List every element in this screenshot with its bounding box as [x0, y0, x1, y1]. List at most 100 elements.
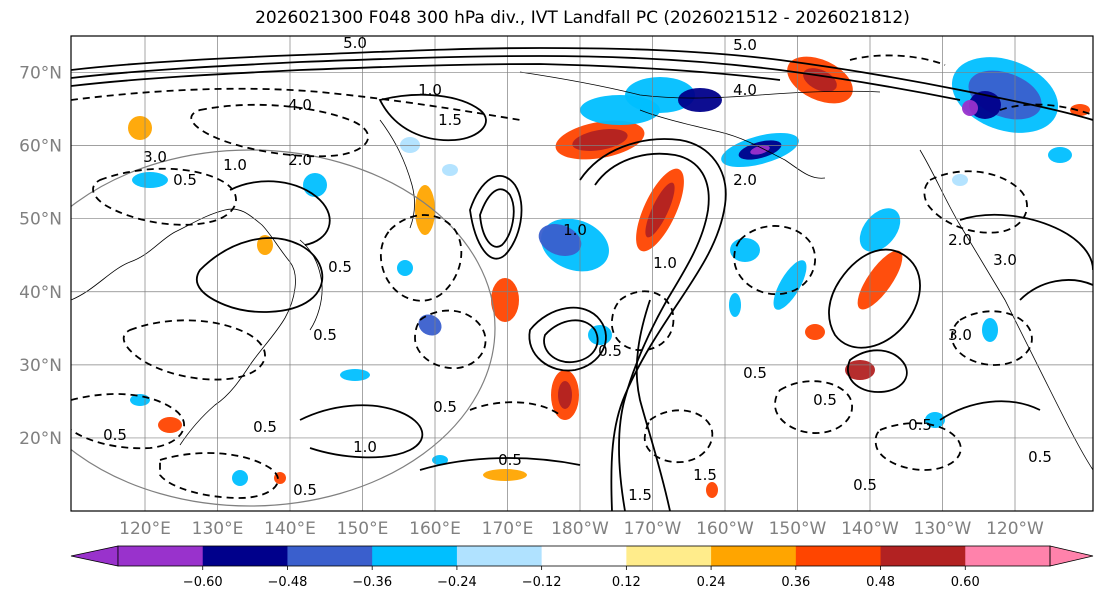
lat-tick-label: 40°N	[19, 283, 62, 303]
map-title: 2026021300 F048 300 hPa div., IVT Landfa…	[255, 8, 910, 28]
contour-east-2	[847, 349, 908, 393]
contour-top-center	[378, 93, 487, 142]
colorbar-segment	[202, 546, 288, 566]
lon-tick-label: 150°E	[337, 519, 389, 539]
contour-neg-top-right	[849, 54, 946, 66]
lon-tick-label: 170°E	[482, 519, 534, 539]
divergence-patch	[1048, 147, 1072, 163]
coastline-arctic	[519, 71, 881, 99]
contour-neg-north-1	[71, 87, 521, 121]
longitude-labels: 120°E 130°E 140°E 150°E 160°E 170°E 180°W 170°W…	[119, 519, 1044, 539]
contour-neg-south-center	[469, 401, 561, 416]
contour-neg-east-4	[951, 310, 1033, 366]
contour-value-label: 1.5	[438, 111, 462, 129]
lon-tick-label: 180°W	[551, 519, 609, 539]
divergence-patch	[706, 482, 718, 498]
lon-tick-label: 170°W	[624, 519, 682, 539]
colorbar-segment	[626, 546, 712, 566]
divergence-patch	[491, 278, 519, 322]
divergence-patch	[730, 238, 760, 262]
contour-jet-north-3	[71, 63, 781, 87]
contour-value-label: 0.5	[433, 398, 457, 416]
contour-neg-center-2	[414, 309, 487, 369]
map-background	[71, 36, 1093, 511]
divergence-patch	[128, 116, 152, 140]
divergence-patch	[678, 88, 722, 112]
divergence-patch	[397, 260, 413, 276]
divergence-patch	[232, 470, 248, 486]
colorbar-tick-label: −0.12	[522, 575, 562, 590]
contour-ridge-main	[579, 138, 727, 511]
coastline-north-america	[919, 149, 1093, 471]
coastline-kamchatka	[379, 119, 415, 229]
colorbar-segment	[456, 546, 543, 566]
colorbar-segment	[795, 546, 882, 566]
colorbar-frame	[117, 545, 1051, 567]
contour-labels: 5.0 5.0 4.0 4.0 3.0 3.0 3.0 2.0 2.0 2.0 1.5 1.5 1.5 1…	[103, 34, 1052, 504]
contour-neg-center-4	[643, 409, 714, 463]
contour-value-label: 1.0	[223, 156, 247, 174]
contour-value-label: 1.5	[628, 486, 652, 504]
contour-value-label: 0.5	[498, 451, 522, 469]
contour-east-3	[959, 213, 1093, 271]
contour-value-label: 1.0	[563, 221, 587, 239]
divergence-patch	[400, 137, 420, 153]
contour-value-label: 5.0	[343, 34, 367, 52]
divergence-patch	[432, 455, 448, 465]
lat-tick-label: 30°N	[19, 356, 62, 376]
contour-value-label: 0.5	[813, 391, 837, 409]
contour-loop-central-2	[543, 319, 599, 363]
coastlines	[71, 71, 1093, 471]
contour-far-east-south	[939, 400, 1041, 421]
colorbar-tick-label: −0.36	[352, 575, 392, 590]
colorbar-segment	[118, 546, 204, 566]
coastline-alaska	[639, 109, 826, 179]
contour-jet-north-2	[71, 55, 961, 101]
contour-value-label: 0.5	[743, 364, 767, 382]
lon-tick-label: 130°W	[914, 519, 972, 539]
colorbar-tick-label: 0.36	[781, 575, 810, 590]
contour-value-label: 2.0	[733, 171, 757, 189]
colorbar-tick-label: 0.48	[866, 575, 895, 590]
contour-west-1	[195, 237, 324, 313]
divergence-patch	[952, 174, 968, 186]
colorbar-segment	[711, 546, 797, 566]
contour-east-4	[1019, 279, 1093, 301]
contour-southwest	[299, 404, 424, 459]
negative-contours	[71, 54, 1093, 499]
lat-tick-label: 60°N	[19, 137, 62, 157]
contour-value-label: 1.0	[418, 81, 442, 99]
contour-value-label: 0.5	[313, 326, 337, 344]
colorbar-segment	[372, 546, 458, 566]
contour-neg-center-3	[611, 290, 675, 351]
colorbar-tick-label: 0.12	[612, 575, 641, 590]
contour-value-label: 1.5	[693, 466, 717, 484]
divergence-patch	[538, 224, 582, 256]
contour-neg-south-east	[874, 422, 962, 471]
lat-tick-label: 50°N	[19, 210, 62, 230]
contour-value-label: 2.0	[948, 231, 972, 249]
contour-value-label: 1.0	[353, 438, 377, 456]
colorbar-segment	[287, 546, 373, 566]
map-frame	[70, 35, 1094, 512]
contour-value-label: 0.5	[293, 481, 317, 499]
contour-neg-southwest	[159, 452, 279, 499]
contour-neg-west-3	[71, 393, 185, 450]
divergence-patch	[442, 164, 458, 176]
contour-value-label: 5.0	[733, 36, 757, 54]
contour-neg-far-east	[999, 103, 1093, 116]
divergence-patch	[303, 173, 327, 197]
contour-neg-west-2	[122, 319, 266, 381]
lon-tick-label: 120°E	[119, 519, 171, 539]
divergence-shading	[128, 56, 1090, 498]
colorbar: −0.60 −0.48 −0.36 −0.24 −0.12 0.12 0.24 0.36 0.4…	[70, 545, 1094, 590]
contour-west-2	[229, 180, 331, 246]
divergence-patch	[483, 469, 527, 481]
lat-tick-label: 20°N	[19, 429, 62, 449]
divergence-patch	[969, 91, 1001, 119]
colorbar-segment	[541, 546, 627, 566]
lon-tick-label: 140°E	[264, 519, 316, 539]
contour-neg-west-1	[92, 167, 237, 226]
lon-tick-label: 150°W	[769, 519, 827, 539]
